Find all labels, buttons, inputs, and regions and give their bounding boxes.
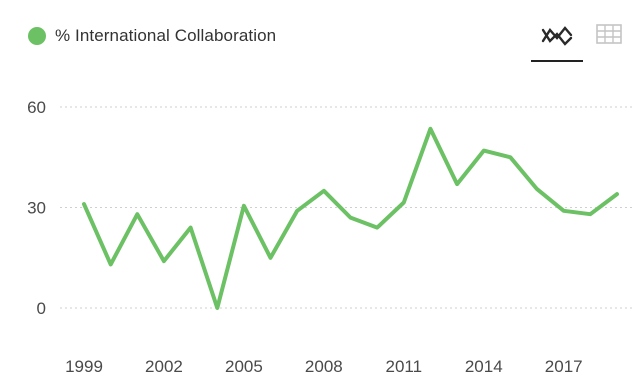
legend[interactable]: % International Collaboration [28,22,276,50]
data-point-2011 [402,201,406,205]
line-chart-view-button[interactable] [531,14,583,62]
data-point-2008 [322,189,326,193]
x-tick-label-2017: 2017 [545,357,583,376]
data-point-2016 [535,187,539,191]
data-point-2010 [375,226,379,230]
x-tick-label-2005: 2005 [225,357,263,376]
data-point-2017 [562,209,566,213]
data-point-2012 [428,127,432,131]
data-point-2006 [269,256,273,260]
line-chart-icon [541,26,573,46]
table-icon [596,24,622,44]
y-tick-label-0: 0 [37,299,46,318]
legend-swatch [28,27,46,45]
data-point-2007 [295,209,299,213]
series-line-0 [82,126,619,310]
data-point-2014 [482,149,486,153]
data-point-1999 [82,202,86,206]
data-point-2005 [242,204,246,208]
y-tick-label-30: 30 [27,199,46,218]
x-tick-label-2014: 2014 [465,357,503,376]
data-point-2003 [189,226,193,230]
data-point-2013 [455,182,459,186]
data-point-2009 [349,216,353,220]
data-point-2019 [615,192,619,196]
data-point-2004 [215,306,219,310]
data-point-2018 [588,212,592,216]
data-point-2015 [508,155,512,159]
y-tick-label-60: 60 [27,98,46,117]
table-view-button[interactable] [583,14,635,60]
view-toggle [531,14,635,64]
legend-label: % International Collaboration [55,26,277,45]
x-tick-label-2002: 2002 [145,357,183,376]
data-point-2002 [162,259,166,263]
x-tick-label-2011: 2011 [386,357,423,376]
data-point-2000 [109,262,113,266]
x-tick-label-2008: 2008 [305,357,343,376]
x-tick-label-1999: 1999 [65,357,103,376]
data-point-2001 [135,212,139,216]
